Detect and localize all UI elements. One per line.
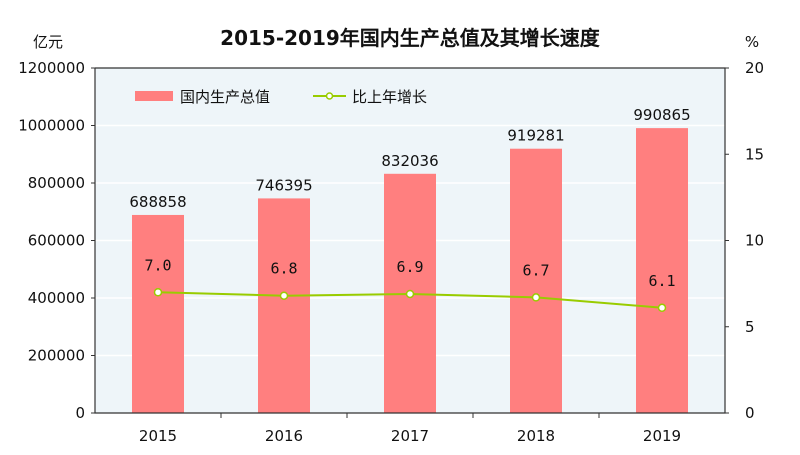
x-tick-label: 2018 xyxy=(517,427,555,445)
left-axis-unit: 亿元 xyxy=(33,33,63,51)
left-tick-label: 1000000 xyxy=(18,117,85,135)
bar-value-label: 990865 xyxy=(633,106,690,124)
left-tick-label: 600000 xyxy=(28,232,85,250)
bar xyxy=(510,148,562,413)
bar-value-label: 746395 xyxy=(255,176,312,194)
legend-label-growth: 比上年增长 xyxy=(352,88,427,106)
left-tick-label: 200000 xyxy=(28,347,85,365)
bar-value-label: 688858 xyxy=(129,193,186,211)
left-tick-label: 800000 xyxy=(28,174,85,192)
x-tick-label: 2016 xyxy=(265,427,303,445)
growth-value-label: 6.7 xyxy=(522,261,549,279)
right-tick-label: 15 xyxy=(745,145,764,163)
bar-value-label: 919281 xyxy=(507,127,564,145)
growth-point xyxy=(153,288,163,297)
bar xyxy=(636,128,688,413)
x-tick-label: 2015 xyxy=(139,427,177,445)
left-tick-label: 0 xyxy=(75,404,85,422)
legend-bar-swatch xyxy=(135,91,173,101)
left-tick-label: 1200000 xyxy=(18,59,85,77)
growth-point xyxy=(657,303,667,313)
growth-point xyxy=(531,293,541,302)
left-tick-label: 400000 xyxy=(28,289,85,307)
right-axis-unit: % xyxy=(745,33,759,51)
x-tick-label: 2017 xyxy=(391,427,429,445)
growth-value-label: 7.0 xyxy=(144,256,171,274)
x-tick-label: 2019 xyxy=(643,427,681,445)
right-tick-label: 10 xyxy=(745,232,764,250)
chart-title: 2015-2019年国内生产总值及其增长速度 xyxy=(220,26,601,50)
growth-value-label: 6.1 xyxy=(648,272,675,290)
bar-value-label: 832036 xyxy=(381,152,438,170)
legend-label-gdp: 国内生产总值 xyxy=(180,88,270,106)
bar xyxy=(258,198,310,413)
right-tick-label: 5 xyxy=(745,318,755,336)
legend-line-marker xyxy=(325,92,334,100)
right-tick-label: 20 xyxy=(745,59,764,77)
bar xyxy=(132,214,184,413)
growth-value-label: 6.8 xyxy=(270,260,297,278)
growth-point xyxy=(279,291,289,300)
growth-point xyxy=(405,289,415,299)
growth-value-label: 6.9 xyxy=(396,258,423,276)
right-tick-label: 0 xyxy=(745,404,755,422)
plot-border xyxy=(94,67,726,414)
